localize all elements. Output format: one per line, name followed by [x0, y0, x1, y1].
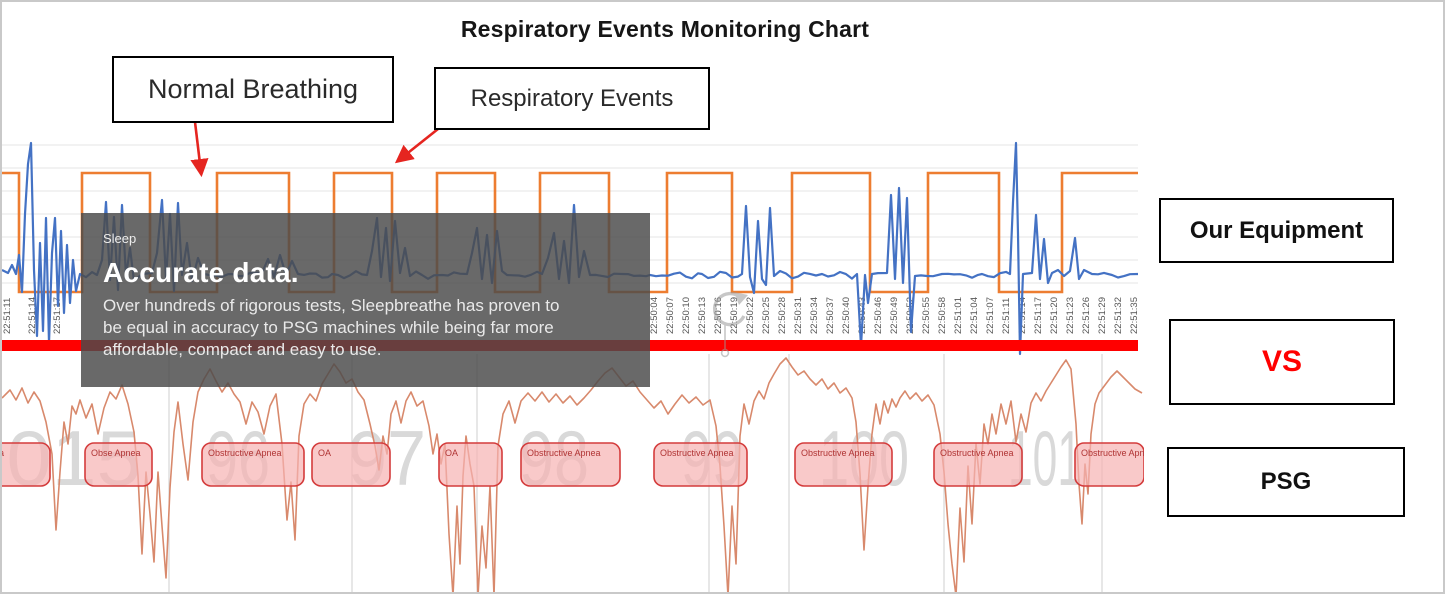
- apnea-event-marker: OA: [311, 442, 391, 487]
- x-tick-label: 22:51:23: [1065, 297, 1076, 334]
- x-tick-label: 22:51:29: [1097, 297, 1108, 334]
- x-tick-label: 22:50:04: [649, 297, 660, 334]
- apnea-event-box: [794, 442, 893, 487]
- x-tick-label: 22:50:13: [697, 297, 708, 334]
- apnea-event-marker: Obstructive Apnea: [201, 442, 305, 487]
- apnea-event-marker: Obstructive Apnea: [933, 442, 1023, 487]
- x-tick-label: 22:51:32: [1113, 297, 1124, 334]
- x-tick-label: 22:51:04: [969, 297, 980, 334]
- respiratory-events-arrow: [394, 127, 439, 164]
- x-tick-label: 22:51:01: [953, 297, 964, 334]
- respiratory-events-label: Respiratory Events: [470, 84, 674, 112]
- x-tick-label: 22:51:17: [52, 297, 63, 334]
- apnea-event-box: [311, 442, 391, 487]
- card-body: Over hundreds of rigorous tests, Sleepbr…: [103, 296, 560, 360]
- x-tick-label: 22:50:28: [777, 297, 788, 334]
- apnea-event-label: Obstructive Apnea: [940, 448, 1014, 458]
- apnea-event-label: Obstructive Apnea: [1081, 448, 1155, 458]
- apnea-event-box: [1074, 442, 1144, 487]
- sleep-info-card: Sleep Accurate data. Over hundreds of ri…: [81, 213, 650, 387]
- apnea-event-label: Obstructive Apnea: [660, 448, 734, 458]
- page-title: Respiratory Events Monitoring Chart: [460, 16, 870, 42]
- x-tick-label: 22:51:11: [1001, 298, 1012, 334]
- x-tick-label: 22:50:37: [825, 297, 836, 334]
- apnea-event-label: OA: [318, 448, 331, 458]
- apnea-event-box: [520, 442, 621, 487]
- card-headline: Accurate data.: [103, 257, 299, 288]
- vs-box: VS: [1169, 319, 1395, 405]
- x-tick-label: 22:51:07: [985, 297, 996, 334]
- x-tick-label: 22:51:26: [1081, 297, 1092, 334]
- apnea-event-label: OA: [445, 448, 458, 458]
- x-tick-label: 22:50:49: [889, 297, 900, 334]
- our-equipment-box: Our Equipment: [1159, 198, 1394, 263]
- apnea-event-marker: Obstructive Apnea: [794, 442, 893, 487]
- x-tick-label: 22:50:40: [841, 297, 852, 334]
- x-tick-label: 22:50:07: [665, 297, 676, 334]
- apnea-event-marker: OA: [438, 442, 503, 487]
- apnea-event-label: Obse Apnea: [91, 448, 141, 458]
- x-tick-label: 22:50:22: [745, 297, 756, 334]
- psg-chart: 01596979899100101ApneaObse ApneaObstruct…: [2, 354, 1155, 592]
- x-tick-label: 22:50:34: [809, 297, 820, 334]
- apnea-event-marker: Apnea: [2, 442, 51, 487]
- normal-breathing-label: Normal Breathing: [147, 74, 359, 104]
- x-tick-label: 22:50:58: [937, 297, 948, 334]
- apnea-event-label: Obstructive Apnea: [527, 448, 601, 458]
- apnea-event-box: [201, 442, 305, 487]
- x-tick-label: 22:50:19: [729, 297, 740, 334]
- x-tick-label: 22:50:46: [873, 297, 884, 334]
- respiratory-events-callout: Respiratory Events: [434, 67, 710, 130]
- apnea-event-marker: Obstructive Apnea: [520, 442, 621, 487]
- x-tick-label: 22:51:14: [27, 297, 38, 334]
- vs-label: VS: [1261, 345, 1303, 378]
- x-tick-label: 22:51:17: [1033, 297, 1044, 334]
- x-tick-label: 22:50:16: [713, 297, 724, 334]
- apnea-event-marker: Obstructive Apnea: [653, 442, 748, 487]
- x-tick-label: 22:51:11: [2, 298, 13, 334]
- apnea-event-label: Apnea: [2, 448, 4, 458]
- our-equipment-label: Our Equipment: [1189, 216, 1364, 244]
- apnea-event-box: [653, 442, 748, 487]
- psg-box: PSG: [1167, 447, 1405, 517]
- apnea-event-label: Obstructive Apnea: [208, 448, 282, 458]
- normal-breathing-callout: Normal Breathing: [112, 56, 394, 123]
- apnea-event-box: [2, 442, 51, 487]
- x-tick-label: 22:51:35: [1129, 297, 1140, 334]
- x-tick-label: 22:51:20: [1049, 297, 1060, 334]
- apnea-event-box: [438, 442, 503, 487]
- x-tick-label: 22:50:31: [793, 297, 804, 334]
- apnea-event-marker: Obse Apnea: [84, 442, 153, 487]
- psg-label: PSG: [1260, 468, 1312, 495]
- apnea-event-box: [84, 442, 153, 487]
- apnea-event-label: Obstructive Apnea: [801, 448, 875, 458]
- x-tick-label: 22:50:10: [681, 297, 692, 334]
- card-kicker: Sleep: [103, 231, 137, 246]
- watermark-clock-icon: [712, 291, 748, 358]
- x-tick-label: 22:50:25: [761, 297, 772, 334]
- normal-breathing-arrow: [190, 121, 209, 178]
- apnea-event-box: [933, 442, 1023, 487]
- apnea-event-marker: Obstructive Apnea: [1074, 442, 1155, 487]
- x-tick-label: 22:50:55: [921, 297, 932, 334]
